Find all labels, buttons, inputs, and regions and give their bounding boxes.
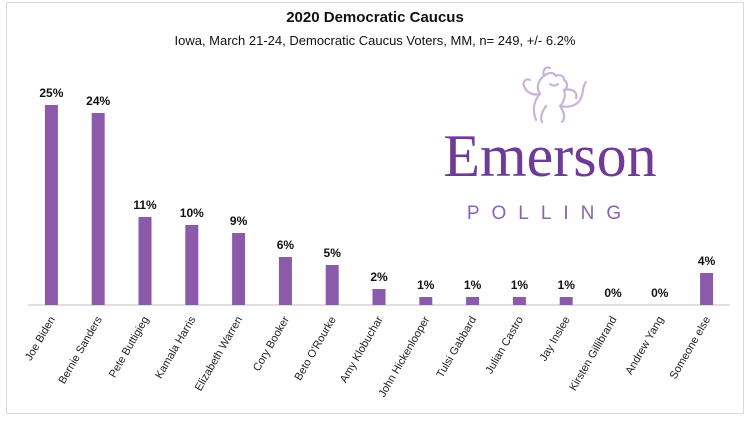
x-tick-label: Beto O'Rourke [292,315,338,383]
data-label: 9% [230,214,248,228]
data-label: 0% [604,286,622,300]
bar [44,105,58,305]
x-tick-label: Jay Inslee [538,315,573,364]
chart-frame [6,2,744,414]
data-label: 25% [39,86,63,100]
data-label: 6% [277,238,295,252]
x-tick-label: Pete Buttigieg [107,315,152,380]
data-label: 24% [86,94,110,108]
data-label: 0% [651,286,669,300]
x-tick-label: John Hickenlooper [376,314,432,399]
logo-subtext: POLLING [466,203,634,224]
x-tick-label: Someone else [668,315,714,382]
x-tick-label: Joe Biden [23,315,58,363]
data-label: 5% [324,246,342,260]
bar [559,297,573,305]
x-tick-label: Cory Booker [251,314,292,373]
bar [91,113,105,305]
x-tick-label: Andrew Yang [623,315,666,377]
data-label: 10% [180,206,204,220]
data-label: 1% [464,278,482,292]
data-label: 2% [370,270,388,284]
data-label: 1% [511,278,529,292]
x-tick-label: Tulsi Gabbard [434,314,479,379]
data-label: 1% [417,278,435,292]
data-label: 4% [698,254,716,268]
bar [138,217,152,305]
emerson-polling-logo: Emerson POLLING [380,60,720,235]
bar [512,297,526,305]
data-label: 1% [558,278,576,292]
x-tick-label: Bernie Sanders [56,314,105,386]
x-tick-label: Amy Klobuchar [338,314,386,385]
x-tick-label: Elizabeth Warren [193,315,245,394]
bar [466,297,480,305]
bar [278,257,292,305]
bar [372,289,386,305]
bar [232,233,246,305]
chart-title: 2020 Democratic Caucus [286,9,464,26]
x-tick-label: Kirsten Gillibrand [567,315,619,394]
logo-wordmark: Emerson [443,123,657,189]
bar [325,265,339,305]
data-label: 11% [133,198,157,212]
bar [185,225,199,305]
lion-rampant-icon [522,66,588,124]
x-tick-label: Julian Castro [484,315,526,377]
chart-subtitle: Iowa, March 21-24, Democratic Caucus Vot… [174,33,576,48]
x-tick-label: Kamala Harris [153,314,198,381]
bar [700,273,714,305]
bar [419,297,433,305]
